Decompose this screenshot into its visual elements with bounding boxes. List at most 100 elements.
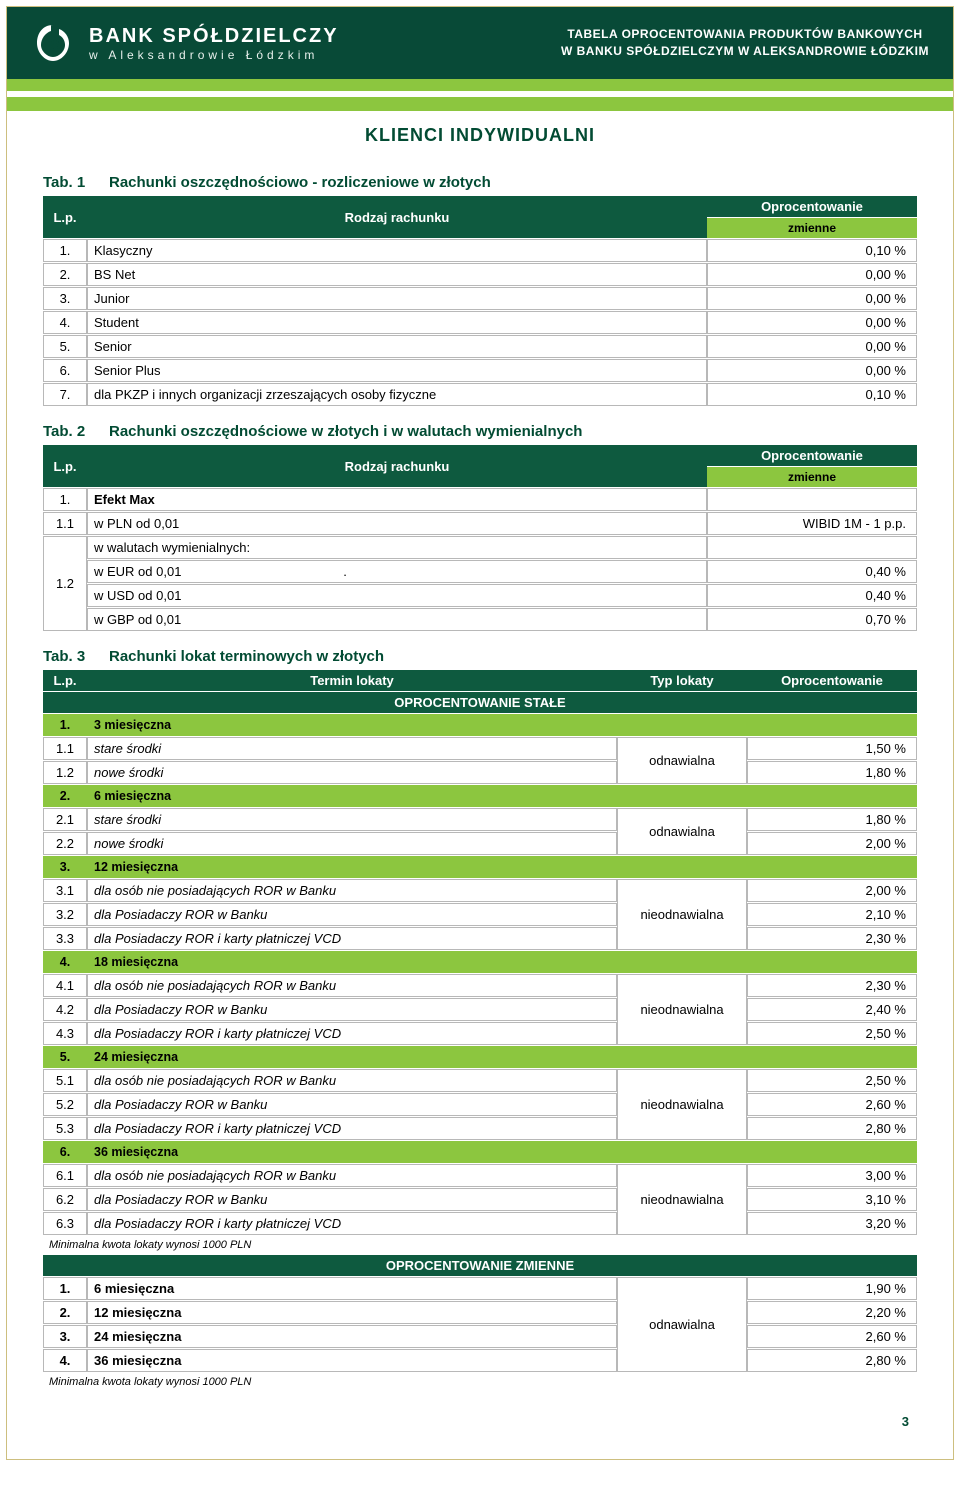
tab3-row-rate: 2,80 % [747,1117,917,1140]
tab3-zmienne-label: OPROCENTOWANIE ZMIENNE [43,1255,917,1276]
tab1-row: 7.dla PKZP i innych organizacji zrzeszaj… [43,383,917,406]
tab3-row: 1.2nowe środki1,80 % [43,761,917,784]
tab3-row: 4.2dla Posiadaczy ROR w Banku2,40 % [43,998,917,1021]
tab2-header-row: L.p. Rodzaj rachunku Oprocentowanie [43,445,917,466]
tab3-footnote-row2: Minimalna kwota lokaty wynosi 1000 PLN [43,1373,917,1391]
tab1-row-label: Student [87,311,707,334]
tab3-group-header: 6.36 miesięczna [43,1141,917,1163]
tab3-footnote-row: Minimalna kwota lokaty wynosi 1000 PLN [43,1236,917,1254]
tab1-row-n: 7. [43,383,87,406]
tab2-title: Rachunki oszczędnościowe w złotych i w w… [109,423,582,440]
tab3-row-rate: 3,00 % [747,1164,917,1187]
tab1-row-rate: 0,10 % [707,239,917,262]
tab3-group-n: 4. [43,951,87,973]
tab1-row: 1.Klasyczny0,10 % [43,239,917,262]
tab1-row-n: 3. [43,287,87,310]
tab3-row-label: dla Posiadaczy ROR i karty płatniczej VC… [87,927,617,950]
tab3-row-rate: 2,60 % [747,1093,917,1116]
tab3-group-header: 1.3 miesięczna [43,714,917,736]
tab3-row: 1.1stare środkiodnawialna1,50 % [43,737,917,760]
tab3-stale-header: OPROCENTOWANIE STAŁE [43,692,917,713]
tab3-row: 5.3dla Posiadaczy ROR i karty płatniczej… [43,1117,917,1140]
tab3-zmienne-header: OPROCENTOWANIE ZMIENNE [43,1255,917,1276]
tab3-group-n: 6. [43,1141,87,1163]
tab3-header-row: L.p. Termin lokaty Typ lokaty Oprocentow… [43,670,917,691]
tab3-row: 6.3dla Posiadaczy ROR i karty płatniczej… [43,1212,917,1235]
tab3-zmienne-rate: 2,60 % [747,1325,917,1348]
tab3-group-label: 18 miesięczna [87,951,917,973]
tab3-row: 2.2nowe środki2,00 % [43,832,917,855]
tab3-row-rate: 3,10 % [747,1188,917,1211]
tab3-row-n: 5.3 [43,1117,87,1140]
tab2-row1-n: 1. [43,488,87,511]
tab3-row: 3.1dla osób nie posiadających ROR w Bank… [43,879,917,902]
tab3-row-label: dla osób nie posiadających ROR w Banku [87,1164,617,1187]
tab2-row-efekt: 1. Efekt Max [43,488,917,511]
tab3-row-n: 6.3 [43,1212,87,1235]
tab3-type: nieodnawialna [617,1164,747,1235]
tab3-row-rate: 1,80 % [747,761,917,784]
tab3-row-rate: 2,10 % [747,903,917,926]
tab1-row-rate: 0,00 % [707,287,917,310]
tab3-row-label: nowe środki [87,832,617,855]
tab3-row: 6.1dla osób nie posiadających ROR w Bank… [43,1164,917,1187]
tab1-row-n: 2. [43,263,87,286]
tab3-group-header: 5.24 miesięczna [43,1046,917,1068]
tab2-row1-1-rate: WIBID 1M - 1 p.p. [707,512,917,535]
tab3-row-n: 3.2 [43,903,87,926]
bank-title-block: BANK SPÓŁDZIELCZY w Aleksandrowie Łódzki… [89,25,339,62]
tab3-row-n: 6.1 [43,1164,87,1187]
tab3-row-rate: 2,50 % [747,1022,917,1045]
tab3-type: nieodnawialna [617,974,747,1045]
tab1-row-rate: 0,10 % [707,383,917,406]
tab3-row-n: 4.2 [43,998,87,1021]
tab3-zmienne-n: 4. [43,1349,87,1372]
tab2-eur-label: w EUR od 0,01 [94,564,181,579]
tab3-row-rate: 2,40 % [747,998,917,1021]
tab3-row-n: 6.2 [43,1188,87,1211]
header-left: BS BANK SPÓŁDZIELCZY w Aleksandrowie Łód… [31,21,339,65]
tab3-row-rate: 2,30 % [747,927,917,950]
tab2-usd-label: w USD od 0,01 [87,584,707,607]
tab3-col-oproc: Oprocentowanie [747,670,917,691]
tab2-col-zmienne: zmienne [707,467,917,487]
tab3-zmienne-n: 1. [43,1277,87,1300]
tab3-row-n: 5.2 [43,1093,87,1116]
accent-bar [7,79,953,91]
tab3-row-label: dla osób nie posiadających ROR w Banku [87,879,617,902]
tab1-col-rodzaj: Rodzaj rachunku [87,196,707,238]
tab3-group-label: 36 miesięczna [87,1141,917,1163]
tab3-row-rate: 2,00 % [747,879,917,902]
tab1-row: 4.Student0,00 % [43,311,917,334]
tab3-zmienne-label: 6 miesięczna [87,1277,617,1300]
tab1-col-zmienne: zmienne [707,218,917,238]
tab3-zmienne-row: 3.24 miesięczna2,60 % [43,1325,917,1348]
tab3-row-n: 2.2 [43,832,87,855]
tab3-col-lp: L.p. [43,670,87,691]
header-right-line2: W BANKU SPÓŁDZIELCZYM W ALEKSANDROWIE ŁÓ… [561,43,929,60]
tab3-group-header: 4.18 miesięczna [43,951,917,973]
tab1-heading: Tab. 1 Rachunki oszczędnościowo - rozlic… [43,174,917,191]
tab3-zmienne-n: 3. [43,1325,87,1348]
tab1-col-lp: L.p. [43,196,87,238]
tab3-group-label: 6 miesięczna [87,785,917,807]
tab2-usd-rate: 0,40 % [707,584,917,607]
tab3-group-n: 1. [43,714,87,736]
tab3-row-label: dla Posiadaczy ROR i karty płatniczej VC… [87,1022,617,1045]
tab2-row-1-2-hdr: 1.2 w walutach wymienialnych: [43,536,917,559]
tab1-row-label: Senior [87,335,707,358]
tab3-title: Rachunki lokat terminowych w złotych [109,648,384,665]
bank-logo-icon: BS [31,21,75,65]
tab3-row-n: 3.3 [43,927,87,950]
tab1-row-rate: 0,00 % [707,311,917,334]
tab3-row-rate: 2,30 % [747,974,917,997]
tab2-row-usd: w USD od 0,01 0,40 % [43,584,917,607]
tab3-row-n: 5.1 [43,1069,87,1092]
tab3-row-n: 3.1 [43,879,87,902]
tab3-row: 4.3dla Posiadaczy ROR i karty płatniczej… [43,1022,917,1045]
svg-text:BS: BS [45,36,64,52]
tab3-row: 3.2dla Posiadaczy ROR w Banku2,10 % [43,903,917,926]
tab3-zmienne-row: 1.6 miesięcznaodnawialna1,90 % [43,1277,917,1300]
tab1-header-row: L.p. Rodzaj rachunku Oprocentowanie [43,196,917,217]
tab1-row-n: 1. [43,239,87,262]
